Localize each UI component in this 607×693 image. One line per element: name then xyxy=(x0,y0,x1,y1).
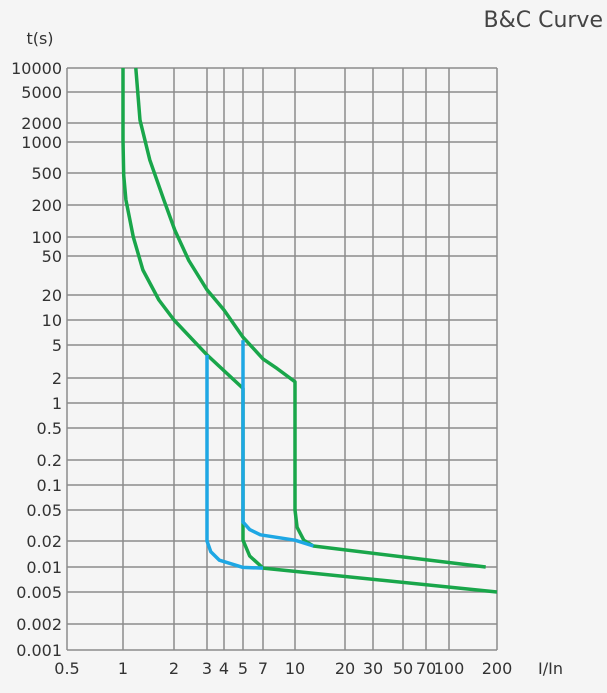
chart-title: B&C Curve xyxy=(483,8,603,33)
x-tick-label: 100 xyxy=(434,659,465,678)
y-tick-label: 0.1 xyxy=(37,476,62,495)
y-tick-label: 0.001 xyxy=(16,641,62,660)
y-tick-label: 20 xyxy=(42,286,62,305)
trip-curve-series-2 xyxy=(134,67,486,569)
x-tick-label: 3 xyxy=(202,659,212,678)
y-tick-label: 100 xyxy=(31,228,62,247)
y-tick-label: 0.5 xyxy=(37,419,62,438)
x-tick-label: 10 xyxy=(285,659,305,678)
y-tick-label: 0.02 xyxy=(26,532,62,551)
y-tick-label: 5000 xyxy=(21,83,62,102)
y-tick-label: 10000 xyxy=(11,59,62,78)
y-tick-label: 0.002 xyxy=(16,615,62,634)
y-tick-label: 200 xyxy=(31,196,62,215)
x-tick-label: 200 xyxy=(482,659,513,678)
x-tick-label: 5 xyxy=(238,659,248,678)
x-tick-label: 70 xyxy=(416,659,436,678)
y-tick-label: 10 xyxy=(42,311,62,330)
trip-curve-series-4 xyxy=(241,340,314,548)
x-tick-label: 4 xyxy=(219,659,229,678)
x-tick-label: 2 xyxy=(169,659,179,678)
x-tick-label: 7 xyxy=(258,659,268,678)
x-axis-label: I/In xyxy=(538,659,563,678)
y-tick-label: 2 xyxy=(52,369,62,388)
y-tick-label: 1 xyxy=(52,394,62,413)
x-tick-label: 20 xyxy=(335,659,355,678)
x-tick-label: 50 xyxy=(393,659,413,678)
y-tick-label: 0.05 xyxy=(26,501,62,520)
x-tick-label: 1 xyxy=(118,659,128,678)
y-tick-label: 50 xyxy=(42,247,62,266)
y-tick-label: 0.2 xyxy=(37,451,62,470)
trip-curve-series-3 xyxy=(205,354,264,570)
y-tick-label: 0.005 xyxy=(16,583,62,602)
y-tick-label: 2000 xyxy=(21,114,62,133)
y-tick-label: 0.01 xyxy=(26,558,62,577)
y-tick-label: 500 xyxy=(31,164,62,183)
y-tick-label: 1000 xyxy=(21,133,62,152)
trip-curve-series-1 xyxy=(121,68,498,594)
x-tick-label: 30 xyxy=(363,659,383,678)
y-tick-label: 5 xyxy=(52,336,62,355)
x-tick-label: 0.5 xyxy=(54,659,79,678)
y-axis-label: t(s) xyxy=(26,29,53,48)
